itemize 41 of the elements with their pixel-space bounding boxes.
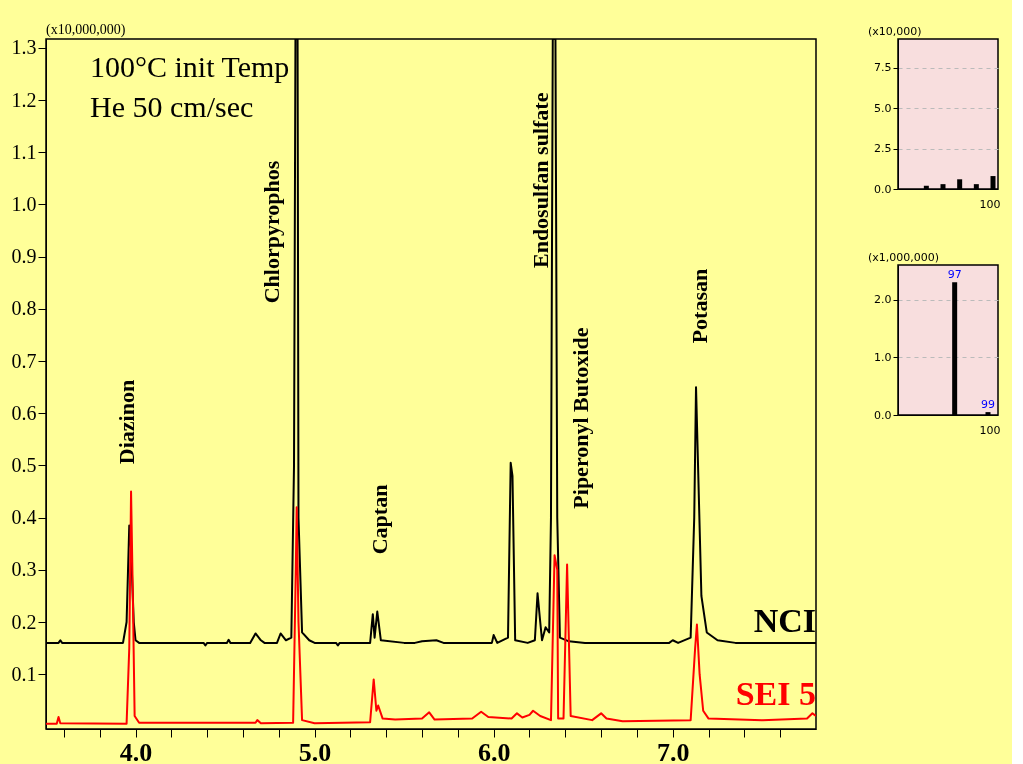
y-axis-title: (x10,000,000)	[46, 22, 126, 38]
y-tick-label: 0.5	[11, 453, 37, 476]
y-tick-label: 1.0	[874, 350, 892, 364]
annotation: 97	[947, 268, 962, 282]
series-label: NCI	[753, 601, 816, 639]
y-axis-title: (x1,000,000)	[868, 251, 940, 264]
text: 100	[979, 198, 1001, 211]
x-tick-label: 4.0	[119, 737, 153, 764]
y-tick-label: 1.3	[11, 36, 37, 59]
y-tick-label: 2.5	[874, 142, 892, 156]
text: 100	[979, 424, 1001, 437]
y-tick-label: 1.0	[11, 192, 37, 215]
y-tick-label: 0.8	[11, 297, 37, 320]
x-tick-label: 7.0	[656, 737, 690, 764]
y-tick-label: 0.0	[874, 408, 892, 422]
y-tick-label: 7.5	[874, 61, 892, 75]
y-tick-label: 0.6	[11, 401, 37, 424]
annotation: Endosulfan sulfate	[527, 92, 553, 269]
y-axis-title: (x10,000)	[868, 25, 922, 38]
series-label: SEI 5	[735, 674, 816, 712]
y-tick-label: 0.7	[11, 349, 37, 372]
y-tick-label: 5.0	[874, 101, 892, 115]
annotation: Potasan	[686, 268, 712, 344]
annotation: 100°C init Temp	[90, 50, 290, 83]
y-tick-label: 0.2	[11, 610, 37, 633]
annotation: 99	[981, 398, 995, 412]
y-tick-label: 1.1	[11, 140, 37, 163]
y-tick-label: 0.9	[11, 245, 37, 268]
x-tick-label: 6.0	[477, 737, 511, 764]
annotation: Diazinon	[114, 379, 140, 465]
annotation: Chlorpyrophos	[258, 160, 284, 304]
x-tick-label: 5.0	[298, 737, 332, 764]
y-tick-label: 0.3	[11, 558, 37, 581]
y-tick-label: 0.0	[874, 182, 892, 196]
annotation: Piperonyl Butoxide	[567, 327, 593, 509]
annotation: He 50 cm/sec	[90, 90, 254, 123]
y-tick-label: 2.0	[874, 293, 892, 307]
y-tick-label: 1.2	[11, 88, 37, 111]
y-tick-label: 0.4	[11, 506, 37, 529]
y-tick-label: 0.1	[11, 662, 37, 685]
annotation: Captan	[367, 484, 393, 555]
